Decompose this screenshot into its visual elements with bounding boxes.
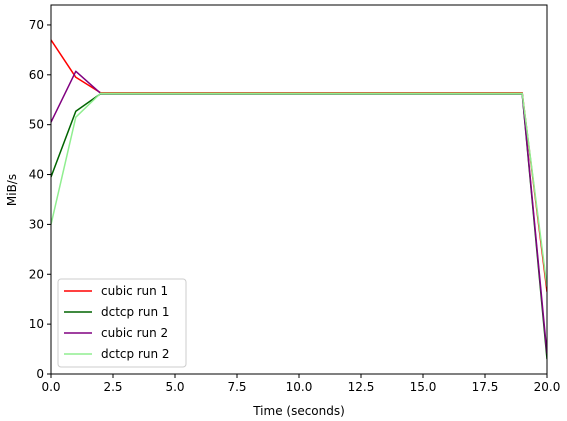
y-tick-label: 30 (29, 217, 44, 231)
legend-label: dctcp run 1 (101, 305, 170, 319)
y-tick-label: 10 (29, 317, 44, 331)
x-axis: 0.0 2.5 5.0 7.5 10.0 12.5 15.0 17.5 20.0 (41, 374, 560, 394)
legend-box (57, 278, 187, 368)
legend-label: cubic run 1 (101, 284, 168, 298)
x-axis-label: Time (seconds) (252, 404, 345, 418)
x-tick-label: 20.0 (534, 380, 561, 394)
legend-label: cubic run 2 (101, 326, 168, 340)
legend-label: dctcp run 2 (101, 347, 170, 361)
y-tick-label: 20 (29, 267, 44, 281)
y-tick-label: 60 (29, 68, 44, 82)
series-layer (51, 39, 547, 360)
y-axis-label: MiB/s (5, 174, 19, 206)
y-axis: 0 10 20 30 40 50 60 70 (29, 18, 51, 381)
x-tick-label: 12.5 (348, 380, 375, 394)
x-tick-label: 17.5 (472, 380, 499, 394)
y-tick-label: 70 (29, 18, 44, 32)
x-tick-label: 0.0 (41, 380, 60, 394)
x-tick-label: 7.5 (227, 380, 246, 394)
x-tick-label: 2.5 (103, 380, 122, 394)
x-tick-label: 15.0 (410, 380, 437, 394)
series-line-dctcp-run-2 (51, 92, 547, 287)
y-tick-label: 40 (29, 168, 44, 182)
y-tick-label: 50 (29, 118, 44, 132)
legend: cubic run 1 dctcp run 1 cubic run 2 dctcp r… (57, 278, 187, 368)
y-tick-label: 0 (36, 367, 44, 381)
x-tick-label: 10.0 (286, 380, 313, 394)
x-tick-label: 5.0 (165, 380, 184, 394)
